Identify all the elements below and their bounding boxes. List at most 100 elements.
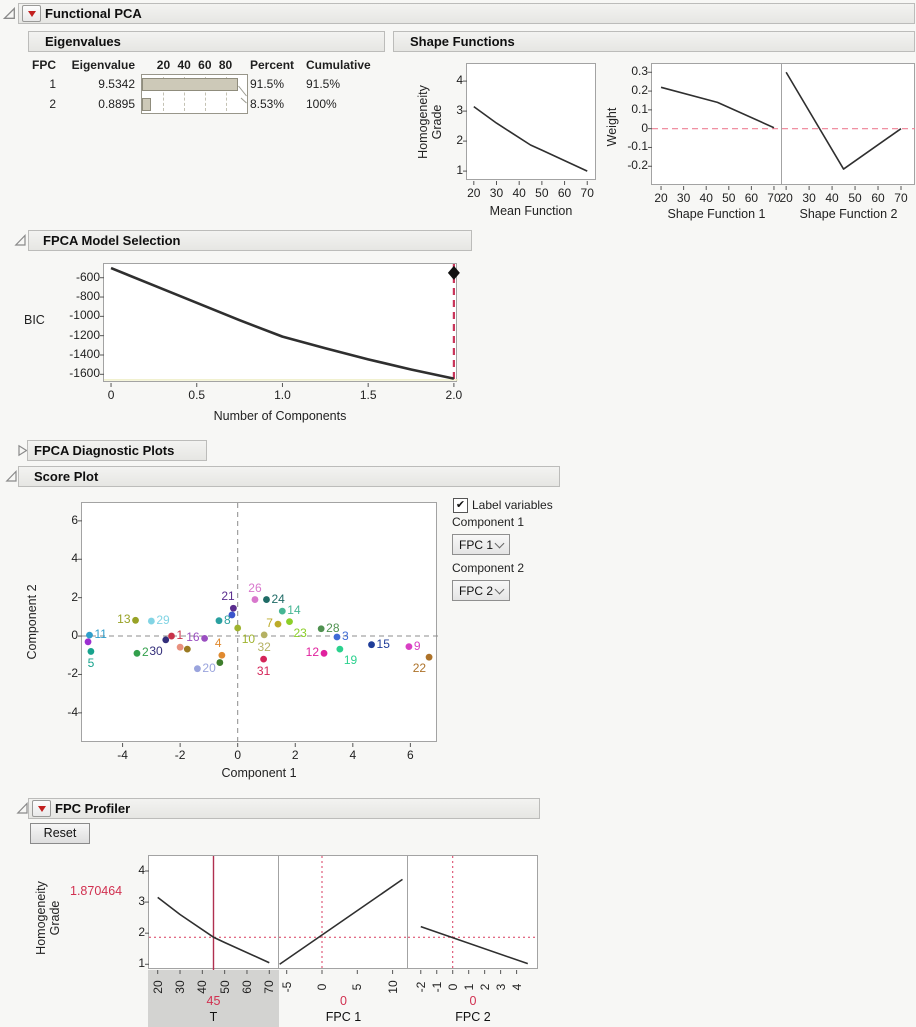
- score-point-label: 13: [117, 612, 131, 627]
- score-point-label: 15: [376, 636, 390, 651]
- score-point-label: 19: [343, 653, 358, 668]
- score-point[interactable]: [333, 633, 341, 641]
- red-triangle-glyph: [37, 805, 46, 812]
- component-1-dropdown[interactable]: FPC 1: [452, 534, 510, 555]
- profiler-panel-fpc2[interactable]: -2 -1 0 1 2 3 4: [408, 855, 538, 992]
- score-point[interactable]: [132, 616, 139, 624]
- tick-label: 0: [641, 120, 648, 135]
- tick-label: 0: [107, 388, 115, 402]
- tick-label: 20: [779, 191, 793, 205]
- tick-label: 1.0: [274, 388, 291, 402]
- chevron-down-icon: [494, 538, 505, 548]
- score-point-label: 23: [293, 625, 307, 640]
- profiler-factor-label-t: T: [209, 1010, 218, 1024]
- tick-label: 6: [407, 748, 414, 762]
- score-point[interactable]: [228, 611, 236, 619]
- score-point[interactable]: [201, 634, 208, 642]
- x-axis-label-shape-function-1: Shape Function 1: [667, 207, 766, 221]
- profiler-current-response-value: 1.870464: [70, 884, 123, 898]
- score-point[interactable]: [263, 596, 270, 603]
- profiler-factor-label-fpc1: FPC 1: [325, 1010, 362, 1024]
- table-cell-fpc-2: 2: [49, 97, 56, 111]
- eigen-bar: [142, 78, 239, 91]
- reset-button[interactable]: Reset: [30, 823, 90, 844]
- red-triangle-menu-icon[interactable]: [32, 800, 51, 817]
- disclosure-collapsed-icon[interactable]: [16, 444, 29, 457]
- tick-label: 2.0: [445, 388, 463, 402]
- score-point-label: 8: [223, 612, 231, 627]
- score-scatter-plot[interactable]: -4 -2 0 2 4 6 6 4 2 0 -2 -4 1 2 3 4 5 7 8 9 10 11 12 13 14 15 16 19…: [67, 502, 438, 762]
- score-point[interactable]: [260, 631, 268, 639]
- tick-label: -0.1: [627, 139, 648, 154]
- score-point-label: 21: [221, 589, 235, 604]
- section-title-eigenvalues: Eigenvalues: [45, 34, 121, 49]
- score-point[interactable]: [216, 659, 224, 666]
- table-cell-cumulative-2: 100%: [306, 97, 337, 111]
- score-point[interactable]: [194, 665, 201, 673]
- score-point[interactable]: [286, 618, 293, 626]
- tick-label: -1000: [69, 308, 100, 323]
- score-point[interactable]: [320, 649, 328, 657]
- tick-label: 50: [848, 191, 862, 205]
- score-point[interactable]: [317, 625, 325, 633]
- profiler-panel-fpc1[interactable]: -5 0 5 10: [279, 855, 408, 994]
- component-2-dropdown[interactable]: FPC 2: [452, 580, 510, 601]
- tick-label: 30: [676, 191, 691, 205]
- score-point[interactable]: [147, 617, 155, 625]
- score-point[interactable]: [405, 643, 413, 651]
- eigen-gridline: [184, 77, 185, 111]
- score-point-label: 24: [271, 591, 285, 606]
- red-triangle-menu-icon[interactable]: [22, 5, 41, 22]
- score-point[interactable]: [133, 649, 141, 657]
- tick-label: 2: [291, 748, 299, 762]
- score-point[interactable]: [425, 653, 433, 661]
- section-header-eigenvalues: Eigenvalues: [28, 31, 385, 52]
- tick-label: 40: [512, 186, 526, 200]
- disclosure-open-icon[interactable]: [2, 6, 16, 20]
- disclosure-open-icon[interactable]: [16, 802, 29, 815]
- section-title-model-selection: FPCA Model Selection: [43, 233, 181, 248]
- score-point[interactable]: [234, 624, 242, 632]
- tick-label: 6: [71, 512, 78, 527]
- table-cell-cumulative-1: 91.5%: [306, 77, 341, 91]
- eigen-gridline: [163, 77, 164, 111]
- score-point[interactable]: [229, 604, 237, 612]
- score-point[interactable]: [260, 655, 267, 663]
- score-point[interactable]: [183, 645, 191, 653]
- section-title-score-plot: Score Plot: [34, 469, 99, 484]
- profiler-panel-t[interactable]: 20 30 40 50 60 70 4 3 2 1: [138, 855, 280, 994]
- table-cell-fpc-1: 1: [49, 77, 56, 91]
- shape-function-1-plot: 20 30 40 50 60 70 0.3 0.2 0.1 0 -0.1 -0.2: [627, 63, 783, 205]
- score-point[interactable]: [86, 631, 93, 639]
- tick-label: 0.2: [631, 83, 648, 98]
- score-point-label: 14: [287, 603, 301, 618]
- tick-label: 20: [467, 186, 481, 200]
- tick-label: 70: [580, 186, 594, 200]
- y-axis-label-homogeneity-grade-profiler: Homogeneity Grade: [33, 881, 62, 955]
- x-axis-label-mean-function: Mean Function: [489, 204, 573, 218]
- tick-label: 0.3: [631, 64, 648, 79]
- tick-label: 0: [234, 748, 242, 762]
- label-variables-checkbox[interactable]: [453, 498, 468, 513]
- score-point[interactable]: [176, 643, 184, 651]
- score-point[interactable]: [162, 636, 170, 644]
- score-point[interactable]: [84, 638, 92, 646]
- tick-label: 4: [349, 748, 357, 762]
- score-point[interactable]: [336, 645, 344, 653]
- score-point-label: 2: [141, 645, 149, 660]
- score-point[interactable]: [218, 651, 226, 659]
- score-point[interactable]: [168, 632, 175, 640]
- disclosure-open-icon[interactable]: [14, 234, 27, 247]
- tick-label: 60: [744, 191, 759, 205]
- score-point[interactable]: [87, 648, 95, 655]
- score-point[interactable]: [368, 641, 375, 649]
- tick-label: -1400: [69, 346, 100, 361]
- score-point[interactable]: [278, 607, 286, 615]
- score-point-label: 7: [266, 616, 273, 631]
- score-point[interactable]: [251, 596, 259, 603]
- score-point[interactable]: [274, 620, 282, 628]
- score-point[interactable]: [215, 617, 223, 625]
- tick-label: 70: [767, 191, 781, 205]
- disclosure-open-icon[interactable]: [5, 470, 18, 483]
